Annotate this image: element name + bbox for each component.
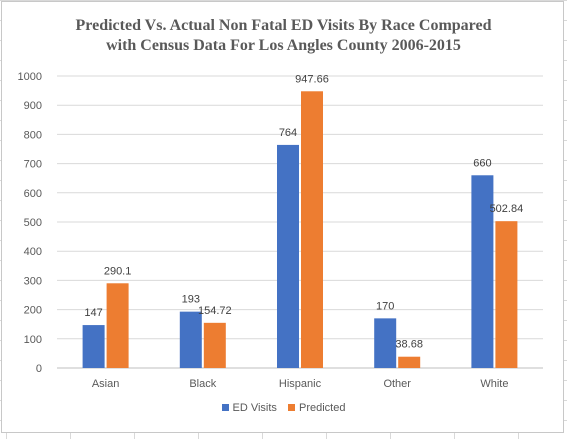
legend-label-ed-visits: ED Visits <box>232 402 277 414</box>
y-tick-label-100: 100 <box>24 334 42 346</box>
bar-ed-visits-other <box>374 318 397 368</box>
y-tick-label-600: 600 <box>24 188 42 200</box>
bar-ed-visits-hispanic <box>277 144 299 368</box>
data-label-predicted-black: 154.72 <box>198 305 232 317</box>
data-label-ed-visits-asian: 147 <box>84 307 102 319</box>
legend: ED Visits Predicted <box>2 402 565 414</box>
data-label-ed-visits-other: 170 <box>376 300 394 312</box>
y-tick-label-900: 900 <box>24 100 42 112</box>
x-tick-label-black: Black <box>189 378 216 390</box>
y-tick-label-400: 400 <box>24 246 42 258</box>
chart-title: Predicted Vs. Actual Non Fatal ED Visits… <box>2 16 565 56</box>
y-tick-label-1000: 1000 <box>18 71 42 83</box>
y-tick-label-800: 800 <box>24 129 42 141</box>
legend-item-predicted: Predicted <box>288 402 345 414</box>
bar-predicted-white <box>495 221 518 368</box>
y-tick-label-500: 500 <box>24 217 42 229</box>
bar-ed-visits-black <box>179 311 202 368</box>
chart-title-line-1: Predicted Vs. Actual Non Fatal ED Visits… <box>75 17 492 34</box>
data-label-ed-visits-hispanic: 764 <box>279 127 297 139</box>
data-label-ed-visits-white: 660 <box>473 157 491 169</box>
y-tick-label-200: 200 <box>24 305 42 317</box>
y-tick-label-0: 0 <box>36 363 42 375</box>
chart-area[interactable]: Predicted Vs. Actual Non Fatal ED Visits… <box>1 1 564 433</box>
y-tick-label-700: 700 <box>24 159 42 171</box>
bar-predicted-hispanic <box>301 91 323 369</box>
y-tick-label-300: 300 <box>24 275 42 287</box>
bar-ed-visits-white <box>471 175 494 368</box>
legend-swatch-predicted <box>288 404 295 411</box>
x-tick-label-white: White <box>480 378 508 390</box>
data-label-predicted-hispanic: 947.66 <box>295 73 329 85</box>
x-tick-label-other: Other <box>383 378 411 390</box>
chart-title-line-2: with Census Data For Los Angles County 2… <box>106 37 461 54</box>
data-label-predicted-asian: 290.1 <box>104 265 132 277</box>
data-label-predicted-other: 38.68 <box>395 339 423 351</box>
bar-predicted-black <box>203 322 226 368</box>
legend-label-predicted: Predicted <box>299 402 346 414</box>
legend-item-ed-visits: ED Visits <box>221 402 277 414</box>
plot-area: 0 100 200 300 400 500 600 700 800 900 1000 Asian 147… <box>18 71 543 390</box>
legend-swatch-ed-visits <box>221 404 229 411</box>
x-tick-label-hispanic: Hispanic <box>279 378 322 390</box>
x-tick-label-asian: Asian <box>92 378 120 390</box>
bar-predicted-asian <box>106 283 129 368</box>
bar-ed-visits-asian <box>82 325 105 368</box>
data-label-ed-visits-black: 193 <box>182 294 200 306</box>
data-label-predicted-white: 502.84 <box>490 203 524 215</box>
bar-predicted-other <box>398 356 421 368</box>
